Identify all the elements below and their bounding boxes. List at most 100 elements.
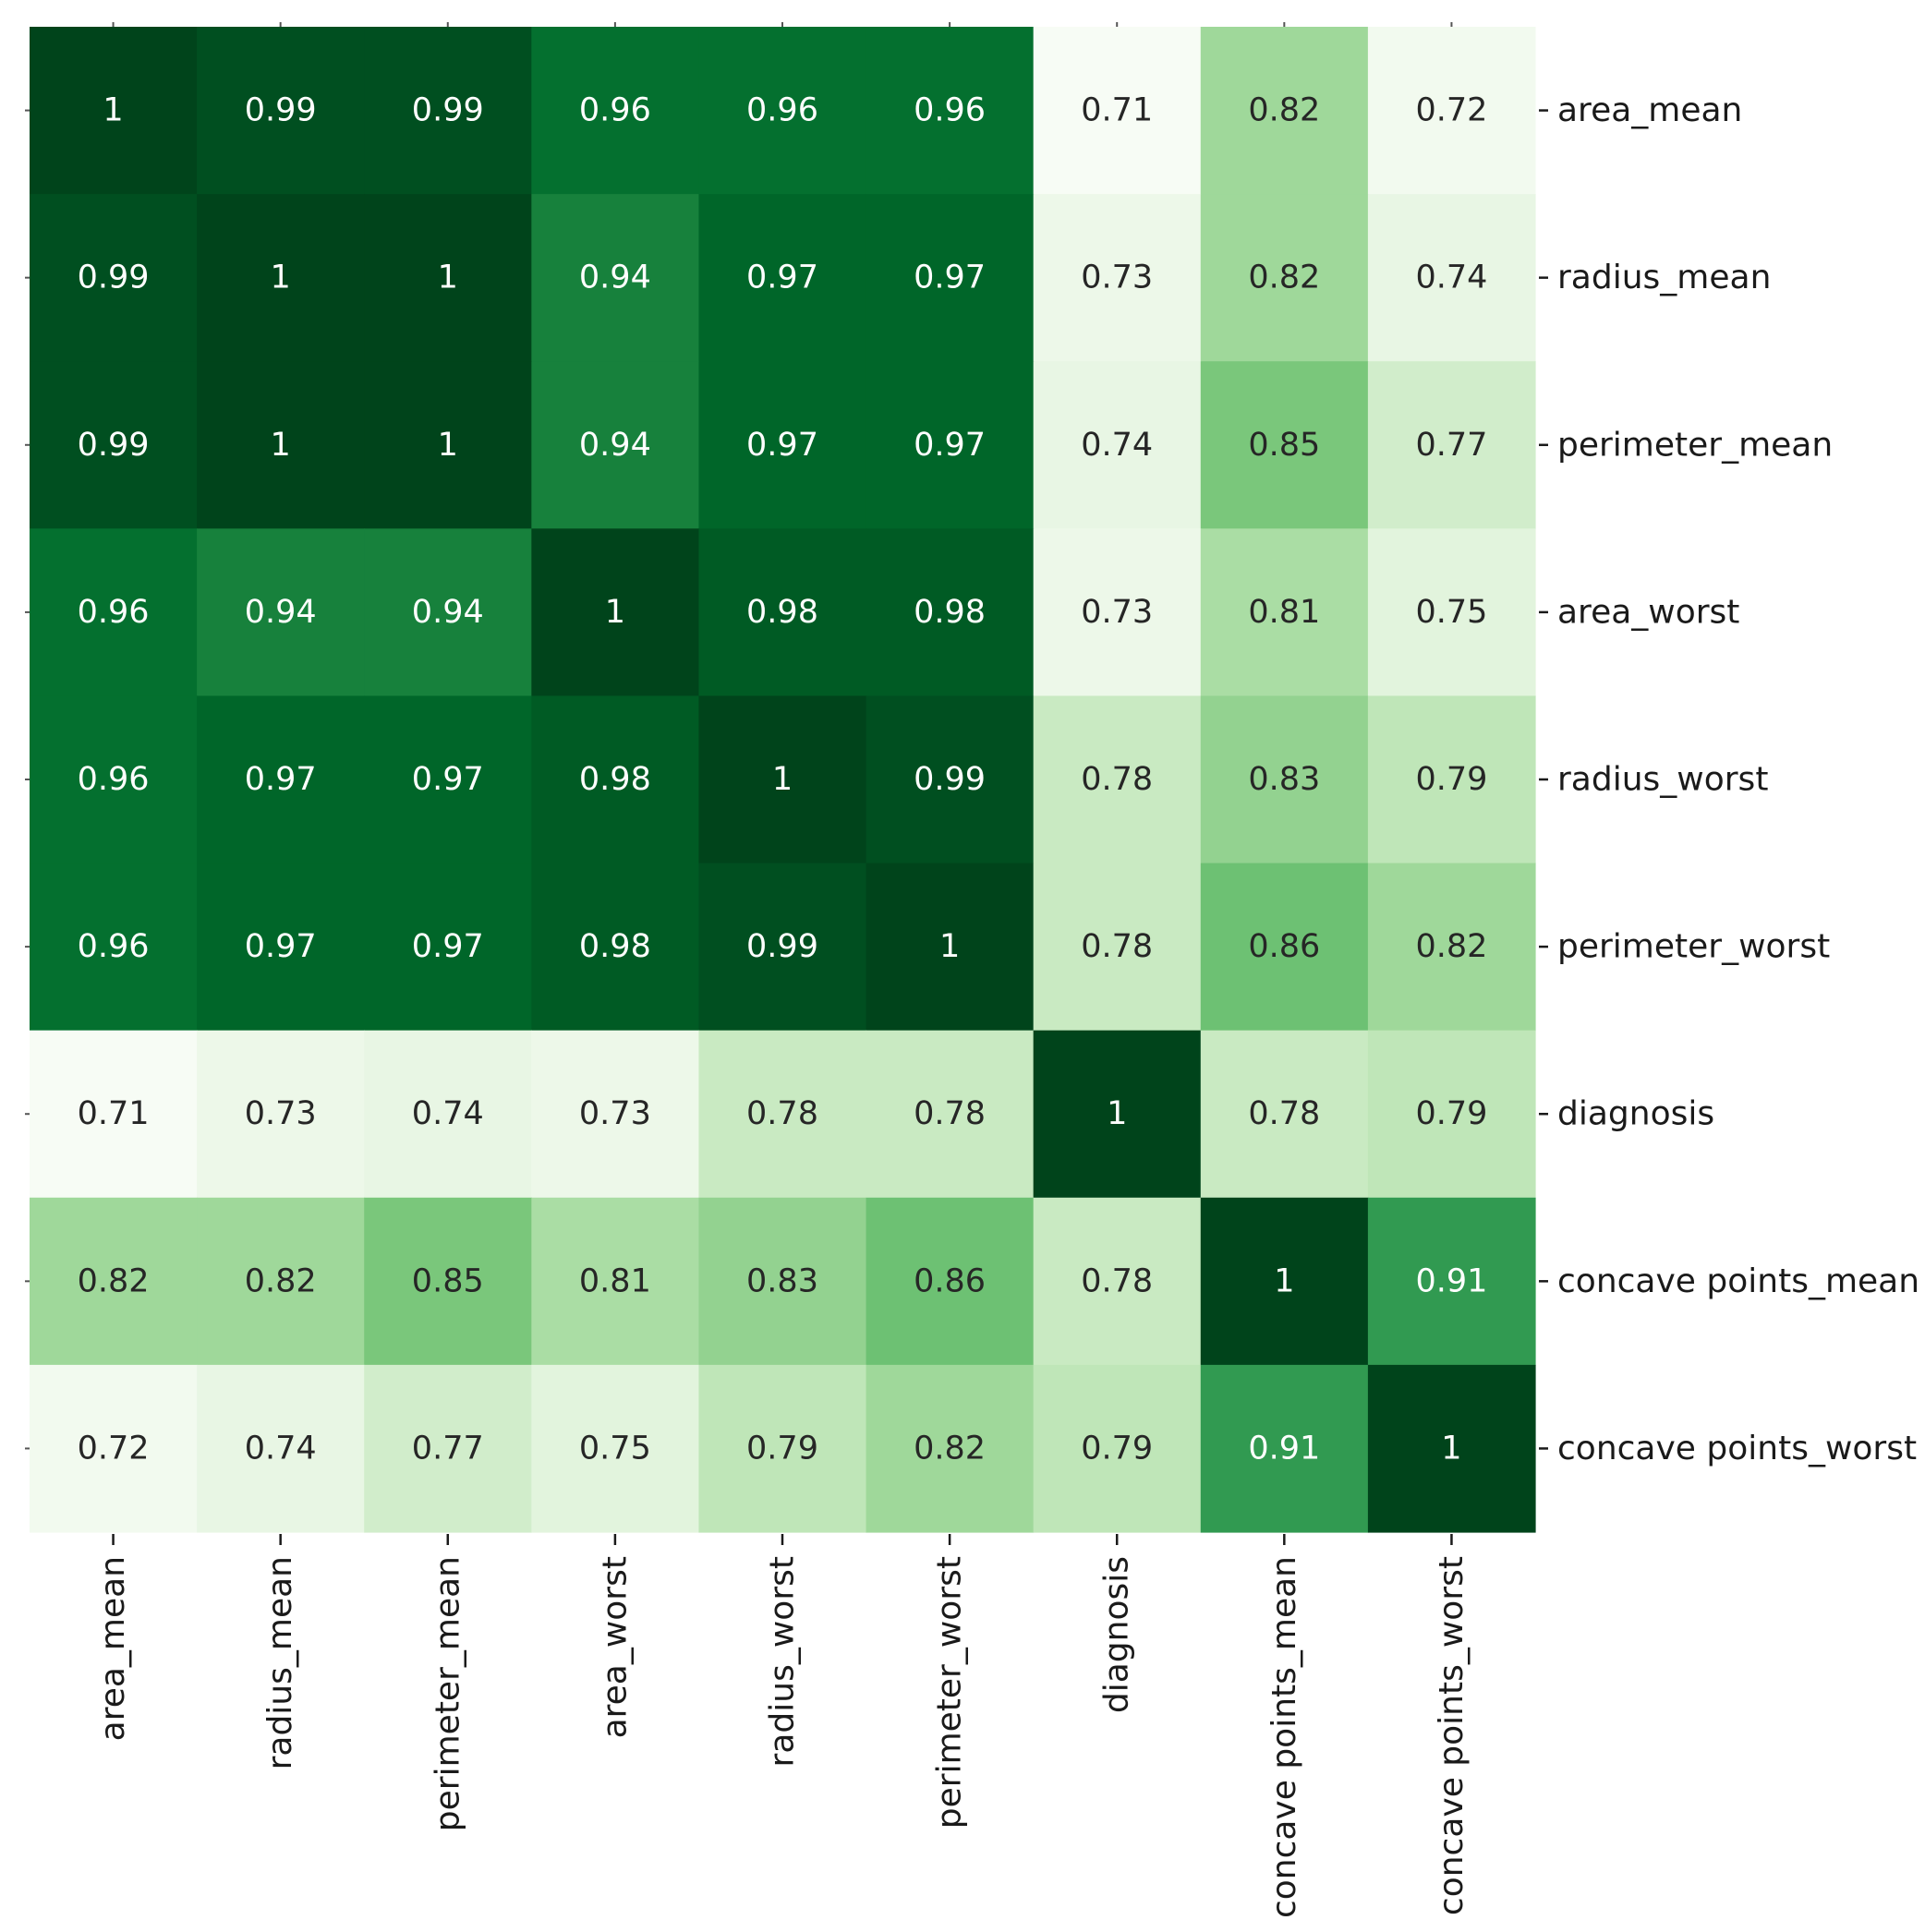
heatmap-cell-r6-c1 <box>197 1030 365 1199</box>
heatmap-cell-r0-c0 <box>30 27 198 195</box>
heatmap-cell-r2-c7 <box>1200 361 1369 529</box>
heatmap-cell-r4-c5 <box>866 695 1035 864</box>
heatmap-cell-r4-c8 <box>1367 695 1536 864</box>
heatmap-cell-r3-c4 <box>698 528 867 697</box>
heatmap-value-r1-c1: 1 <box>271 260 291 296</box>
left-tick-marks <box>25 109 30 1450</box>
heatmap-value-r4-c1: 0.97 <box>245 761 317 798</box>
heatmap-cell-r2-c1 <box>197 361 365 529</box>
column-label-perimeter-worst: perimeter_worst <box>931 1556 969 1829</box>
heatmap-cell-r2-c3 <box>531 361 700 529</box>
heatmap-value-r3-c7: 0.81 <box>1248 594 1320 631</box>
heatmap-value-r4-c6: 0.78 <box>1081 761 1153 798</box>
heatmap-cell-r4-c3 <box>531 695 700 864</box>
heatmap-value-r6-c2: 0.74 <box>412 1095 484 1132</box>
heatmap-cell-r2-c2 <box>364 361 532 529</box>
heatmap-cell-r2-c8 <box>1367 361 1536 529</box>
heatmap-cell-r4-c1 <box>197 695 365 864</box>
heatmap-value-r5-c6: 0.78 <box>1081 928 1153 965</box>
heatmap-value-r6-c7: 0.78 <box>1248 1095 1320 1132</box>
heatmap-value-r5-c2: 0.97 <box>412 928 484 965</box>
heatmap-cell-r7-c7 <box>1200 1197 1369 1366</box>
heatmap-value-r6-c6: 1 <box>1107 1095 1127 1132</box>
heatmap-value-r6-c5: 0.78 <box>914 1095 986 1132</box>
heatmap-cell-r4-c4 <box>698 695 867 864</box>
heatmap-value-r2-c7: 0.85 <box>1248 427 1320 464</box>
heatmap-value-r5-c3: 0.98 <box>579 928 651 965</box>
heatmap-value-r7-c1: 0.82 <box>245 1262 317 1299</box>
heatmap-value-r8-c1: 0.74 <box>245 1430 317 1467</box>
heatmap-cell-r1-c3 <box>531 194 700 362</box>
heatmap-value-r0-c8: 0.72 <box>1415 92 1487 129</box>
heatmap-cell-r5-c5 <box>866 863 1035 1032</box>
heatmap-value-r2-c0: 0.99 <box>78 427 150 464</box>
heatmap-value-r1-c0: 0.99 <box>78 260 150 296</box>
heatmap-value-r6-c8: 0.79 <box>1415 1095 1487 1132</box>
heatmap-value-r3-c3: 1 <box>605 594 625 631</box>
heatmap-cell-r6-c3 <box>531 1030 700 1199</box>
heatmap-value-r4-c2: 0.97 <box>412 761 484 798</box>
heatmap-cell-r3-c7 <box>1200 528 1369 697</box>
heatmap-cell-r8-c0 <box>30 1364 198 1533</box>
heatmap-cell-r7-c3 <box>531 1197 700 1366</box>
heatmap-cell-r3-c1 <box>197 528 365 697</box>
row-label-concave-points-worst: concave points_worst <box>1557 1430 1917 1467</box>
heatmap-cell-r1-c8 <box>1367 194 1536 362</box>
heatmap-value-r6-c0: 0.71 <box>78 1095 150 1132</box>
heatmap-value-r0-c5: 0.96 <box>914 92 986 129</box>
heatmap-cell-r2-c0 <box>30 361 198 529</box>
heatmap-cell-r0-c8 <box>1367 27 1536 195</box>
heatmap-value-r8-c8: 1 <box>1441 1430 1461 1467</box>
heatmap-cell-r3-c0 <box>30 528 198 697</box>
heatmap-cell-r2-c6 <box>1033 361 1202 529</box>
heatmap-cell-r6-c6 <box>1033 1030 1202 1199</box>
column-label-radius-worst: radius_worst <box>764 1556 802 1767</box>
heatmap-value-r7-c5: 0.86 <box>914 1262 986 1299</box>
heatmap-cell-r4-c7 <box>1200 695 1369 864</box>
heatmap-value-r1-c4: 0.97 <box>746 260 818 296</box>
heatmap-value-r5-c0: 0.96 <box>78 928 150 965</box>
heatmap-value-r2-c5: 0.97 <box>914 427 986 464</box>
heatmap-cell-r6-c7 <box>1200 1030 1369 1199</box>
heatmap-cell-r1-c4 <box>698 194 867 362</box>
heatmap-value-r5-c4: 0.99 <box>746 928 818 965</box>
heatmap-value-r8-c2: 0.77 <box>412 1430 484 1467</box>
heatmap-value-r1-c6: 0.73 <box>1081 260 1153 296</box>
heatmap-value-r0-c7: 0.82 <box>1248 92 1320 129</box>
heatmap-value-r8-c5: 0.82 <box>914 1430 986 1467</box>
heatmap-cell-r8-c6 <box>1033 1364 1202 1533</box>
heatmap-value-r1-c8: 0.74 <box>1415 260 1487 296</box>
heatmap-cell-r6-c8 <box>1367 1030 1536 1199</box>
heatmap-value-r3-c6: 0.73 <box>1081 594 1153 631</box>
heatmap-value-r4-c0: 0.96 <box>78 761 150 798</box>
heatmap-cell-r1-c2 <box>364 194 532 362</box>
heatmap-cell-r5-c8 <box>1367 863 1536 1032</box>
heatmap-cell-r0-c4 <box>698 27 867 195</box>
heatmap-cell-r6-c4 <box>698 1030 867 1199</box>
heatmap-value-r7-c2: 0.85 <box>412 1262 484 1299</box>
heatmap-value-r5-c1: 0.97 <box>245 928 317 965</box>
column-axis-bottom: area_mean radius_mean perimeter_mean area_w… <box>94 1534 1471 1918</box>
row-label-radius-worst: radius_worst <box>1557 761 1768 799</box>
heatmap-cell-r8-c7 <box>1200 1364 1369 1533</box>
heatmap-value-r0-c4: 0.96 <box>746 92 818 129</box>
heatmap-value-r1-c7: 0.82 <box>1248 260 1320 296</box>
heatmap-cell-r5-c3 <box>531 863 700 1032</box>
row-label-concave-points-mean: concave points_mean <box>1557 1262 1919 1300</box>
heatmap-cell-r8-c4 <box>698 1364 867 1533</box>
heatmap-value-r2-c1: 1 <box>271 427 291 464</box>
column-label-diagnosis: diagnosis <box>1098 1556 1136 1713</box>
column-label-radius-mean: radius_mean <box>261 1556 299 1769</box>
row-label-area-worst: area_worst <box>1557 593 1739 631</box>
heatmap-cell-r1-c5 <box>866 194 1035 362</box>
heatmap-value-r1-c5: 0.97 <box>914 260 986 296</box>
heatmap-value-r0-c2: 0.99 <box>412 92 484 129</box>
heatmap-cell-r7-c2 <box>364 1197 532 1366</box>
heatmap-cell-r7-c1 <box>197 1197 365 1366</box>
heatmap-value-r0-c1: 0.99 <box>245 92 317 129</box>
top-tick-marks <box>112 22 1453 27</box>
heatmap-cell-r3-c2 <box>364 528 532 697</box>
heatmap-cell-r4-c0 <box>30 695 198 864</box>
heatmap-value-r7-c4: 0.83 <box>746 1262 818 1299</box>
heatmap-value-r5-c7: 0.86 <box>1248 928 1320 965</box>
